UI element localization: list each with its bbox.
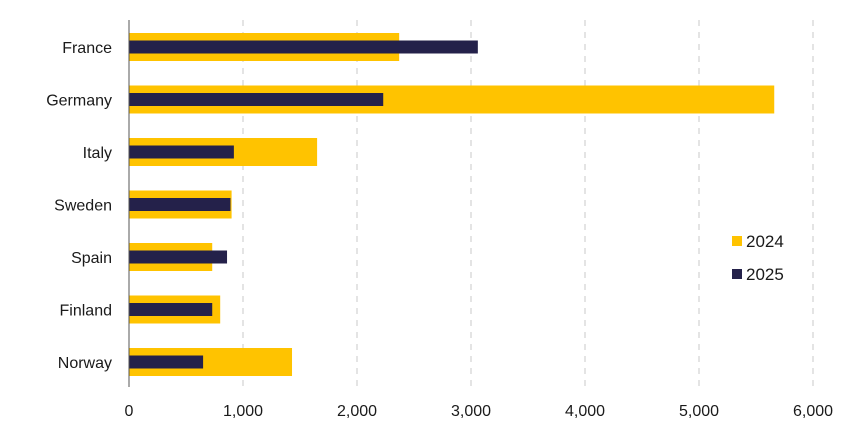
legend-swatch-2024 — [732, 236, 742, 246]
bar-norway-2025 — [129, 355, 204, 369]
category-label-sweden: Sweden — [54, 198, 112, 215]
x-tick-label-2000: 2,000 — [337, 403, 377, 420]
category-label-finland: Finland — [60, 303, 112, 320]
category-label-spain: Spain — [71, 250, 112, 267]
legend: 2024 2025 — [732, 232, 784, 284]
bar-sweden-2025 — [129, 198, 231, 211]
x-tick-label-5000: 5,000 — [679, 403, 719, 420]
x-tick-label-4000: 4,000 — [565, 403, 605, 420]
bars — [129, 33, 775, 376]
bar-italy-2025 — [129, 145, 234, 159]
x-axis-tick-labels: 0 1,000 2,000 3,000 4,000 5,000 6,000 — [125, 403, 834, 420]
category-label-norway: Norway — [58, 355, 112, 372]
x-tick-label-1000: 1,000 — [223, 403, 263, 420]
gridlines — [242, 20, 814, 387]
x-tick-label-6000: 6,000 — [793, 403, 833, 420]
bar-spain-2025 — [129, 250, 228, 264]
legend-swatch-2025 — [732, 269, 742, 279]
x-tick-label-3000: 3,000 — [451, 403, 491, 420]
category-label-germany: Germany — [46, 93, 112, 110]
category-label-france: France — [62, 40, 112, 57]
category-labels: France Germany Italy Sweden Spain Finland Norw… — [46, 40, 112, 372]
bar-france-2025 — [129, 40, 478, 54]
bar-finland-2025 — [129, 303, 213, 316]
legend-label-2024: 2024 — [746, 232, 784, 251]
bar-germany-2025 — [129, 93, 384, 106]
category-label-italy: Italy — [83, 145, 112, 162]
legend-label-2025: 2025 — [746, 265, 784, 284]
x-tick-label-0: 0 — [125, 403, 134, 420]
